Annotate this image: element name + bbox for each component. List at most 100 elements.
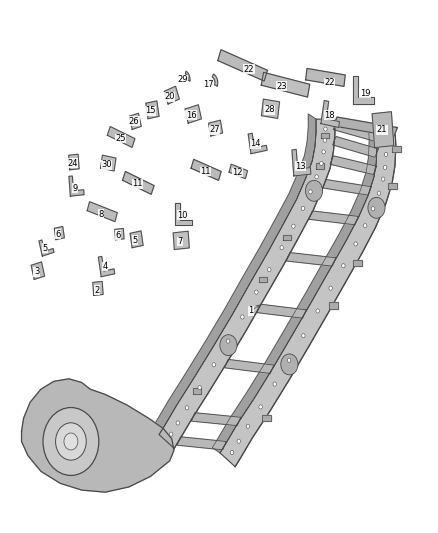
Polygon shape	[115, 229, 124, 240]
Polygon shape	[21, 379, 174, 492]
Text: 5: 5	[42, 244, 48, 253]
Polygon shape	[93, 281, 103, 295]
Circle shape	[259, 405, 262, 409]
Text: 19: 19	[360, 88, 370, 98]
Polygon shape	[353, 76, 374, 103]
Polygon shape	[330, 156, 377, 175]
Polygon shape	[392, 146, 401, 152]
Polygon shape	[54, 227, 64, 240]
Polygon shape	[309, 211, 358, 225]
Polygon shape	[248, 133, 267, 154]
Polygon shape	[185, 71, 190, 81]
Polygon shape	[191, 159, 221, 180]
Circle shape	[230, 450, 234, 455]
Circle shape	[385, 139, 388, 143]
Circle shape	[322, 150, 325, 154]
Circle shape	[246, 424, 250, 429]
Circle shape	[377, 191, 381, 195]
Text: 4: 4	[102, 262, 108, 271]
Text: 5: 5	[133, 236, 138, 245]
Text: 27: 27	[209, 125, 220, 134]
Text: 30: 30	[101, 160, 112, 169]
Circle shape	[320, 161, 323, 166]
Polygon shape	[173, 231, 189, 249]
Polygon shape	[123, 172, 154, 195]
Text: 9: 9	[73, 184, 78, 192]
Text: 28: 28	[265, 106, 275, 114]
Polygon shape	[129, 113, 141, 130]
Circle shape	[302, 334, 305, 338]
Polygon shape	[321, 133, 329, 138]
Circle shape	[198, 385, 201, 390]
Circle shape	[371, 207, 374, 211]
Text: 29: 29	[177, 75, 188, 84]
Polygon shape	[388, 183, 397, 189]
Polygon shape	[99, 256, 115, 277]
Text: 16: 16	[186, 110, 196, 119]
Text: 2: 2	[94, 286, 99, 295]
Circle shape	[240, 315, 244, 319]
Polygon shape	[152, 114, 316, 434]
Text: 25: 25	[115, 134, 126, 143]
Circle shape	[280, 246, 283, 250]
Text: 23: 23	[276, 82, 286, 91]
Text: 12: 12	[232, 168, 243, 177]
Circle shape	[364, 224, 367, 228]
Text: 3: 3	[34, 267, 39, 276]
Polygon shape	[69, 154, 79, 170]
Polygon shape	[286, 253, 336, 266]
Text: 22: 22	[325, 78, 335, 87]
Text: 1: 1	[249, 306, 254, 316]
Polygon shape	[323, 180, 371, 195]
Text: 11: 11	[200, 167, 211, 176]
Polygon shape	[177, 437, 226, 450]
Polygon shape	[159, 119, 335, 448]
Polygon shape	[328, 302, 338, 309]
Circle shape	[56, 423, 86, 460]
Polygon shape	[332, 136, 378, 157]
Polygon shape	[306, 68, 345, 86]
Text: 17: 17	[203, 80, 214, 89]
Polygon shape	[193, 389, 201, 394]
Text: 6: 6	[116, 231, 121, 240]
Polygon shape	[130, 231, 143, 248]
Circle shape	[185, 406, 189, 410]
Polygon shape	[107, 126, 135, 148]
Text: 14: 14	[250, 139, 261, 148]
Circle shape	[220, 335, 237, 356]
Circle shape	[316, 309, 319, 313]
Text: 11: 11	[132, 180, 143, 189]
Polygon shape	[212, 74, 218, 86]
Text: 21: 21	[377, 125, 387, 134]
Text: 7: 7	[178, 237, 183, 246]
Circle shape	[176, 421, 180, 425]
Polygon shape	[146, 101, 159, 119]
Text: 20: 20	[164, 92, 175, 101]
Polygon shape	[257, 304, 306, 318]
Text: 10: 10	[177, 211, 188, 220]
Polygon shape	[175, 203, 192, 225]
Polygon shape	[101, 155, 116, 171]
Circle shape	[384, 152, 388, 157]
Polygon shape	[259, 277, 267, 282]
Circle shape	[43, 408, 99, 475]
Text: 15: 15	[145, 107, 155, 115]
Circle shape	[342, 264, 345, 268]
Circle shape	[273, 382, 276, 386]
Polygon shape	[261, 72, 310, 97]
Polygon shape	[372, 112, 394, 148]
Text: 8: 8	[98, 210, 104, 219]
Polygon shape	[212, 125, 377, 453]
Circle shape	[315, 175, 318, 179]
Polygon shape	[87, 201, 117, 222]
Text: 18: 18	[325, 110, 335, 119]
Circle shape	[226, 339, 230, 343]
Text: 24: 24	[67, 159, 78, 167]
Circle shape	[383, 165, 387, 169]
Polygon shape	[225, 359, 274, 374]
Circle shape	[287, 358, 291, 362]
Circle shape	[381, 177, 385, 181]
Polygon shape	[334, 117, 397, 136]
Circle shape	[268, 268, 271, 272]
Polygon shape	[208, 120, 223, 136]
